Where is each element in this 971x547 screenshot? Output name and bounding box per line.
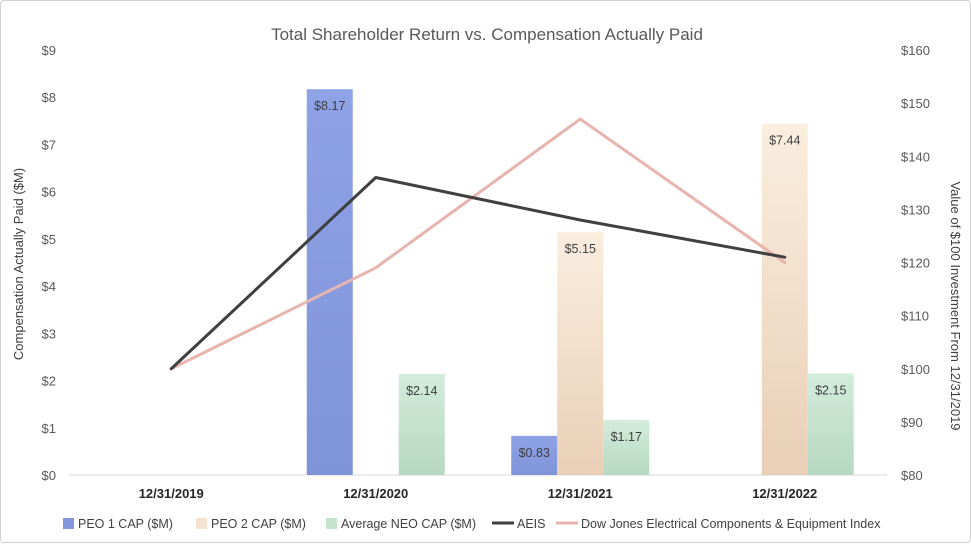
- line-series: [169, 117, 787, 371]
- y-tick-label: $9: [42, 43, 56, 58]
- y-tick-label: $5: [42, 232, 56, 247]
- bar-label-peo1: $0.83: [519, 446, 550, 460]
- bar-label-neo: $1.17: [611, 430, 642, 444]
- legend-label-dowjones: Dow Jones Electrical Components & Equipm…: [581, 517, 881, 531]
- category-labels: 12/31/2019 12/31/2020 12/31/2021 12/31/2022: [139, 486, 818, 501]
- chart-title: Total Shareholder Return vs. Compensatio…: [271, 25, 703, 44]
- legend-swatch-neo: [326, 518, 337, 529]
- y2-tick-label: $150: [901, 96, 930, 111]
- y2-tick-label: $100: [901, 362, 930, 377]
- y-tick-label: $2: [42, 374, 56, 389]
- y-tick-label: $3: [42, 326, 56, 341]
- bar-label-peo2: $5.15: [565, 242, 596, 256]
- legend-swatch-peo1: [63, 518, 74, 529]
- bar-peo1: [511, 435, 558, 475]
- legend-label-neo: Average NEO CAP ($M): [341, 517, 476, 531]
- bar-series: [306, 89, 854, 476]
- y-tick-label: $0: [42, 468, 56, 483]
- bar-label-peo1: $8.17: [314, 99, 345, 113]
- line-dowjones: [169, 117, 787, 371]
- y2-tick-label: $130: [901, 202, 930, 217]
- category-label: 12/31/2022: [752, 486, 817, 501]
- bar-neo: [398, 373, 445, 475]
- legend-label-peo2: PEO 2 CAP ($M): [211, 517, 306, 531]
- bar-neo: [807, 373, 854, 475]
- y-tick-label: $1: [42, 421, 56, 436]
- y2-tick-label: $110: [901, 309, 929, 324]
- bar-label-neo: $2.14: [406, 384, 437, 398]
- y2-tick-label: $140: [901, 149, 930, 164]
- category-label: 12/31/2021: [548, 486, 613, 501]
- legend-label-aeis: AEIS: [517, 517, 546, 531]
- y2-tick-label: $90: [901, 415, 923, 430]
- legend-label-peo1: PEO 1 CAP ($M): [78, 517, 173, 531]
- category-label: 12/31/2019: [139, 486, 204, 501]
- y-axis-title: Compensation Actually Paid ($M): [11, 168, 26, 360]
- legend-swatch-peo2: [196, 518, 207, 529]
- y2-tick-label: $120: [901, 256, 930, 271]
- bar-label-neo: $2.15: [815, 383, 846, 397]
- y-axis-ticks: $0 $1 $2 $3 $4 $5 $6 $7 $8 $9: [42, 43, 56, 483]
- y-tick-label: $7: [42, 137, 56, 152]
- bar-data-labels: $8.17 $0.83 $5.15 $7.44 $2.14 $1.17 $2.15: [314, 99, 846, 460]
- bar-label-peo2: $7.44: [769, 134, 800, 148]
- legend: PEO 1 CAP ($M) PEO 2 CAP ($M) Average NE…: [63, 517, 881, 531]
- bar-peo2: [761, 123, 808, 476]
- bar-peo2: [557, 231, 604, 475]
- y-tick-label: $4: [42, 279, 56, 294]
- line-aeis: [169, 176, 787, 371]
- y2-axis-ticks: $80 $90 $100 $110 $120 $130 $140 $150 $160: [901, 43, 930, 483]
- y2-tick-label: $160: [901, 43, 930, 58]
- y-tick-label: $8: [42, 90, 56, 105]
- y-tick-label: $6: [42, 185, 56, 200]
- bar-neo: [603, 419, 650, 475]
- y2-axis-title: Value of $100 Investment From 12/31/2019: [948, 181, 963, 430]
- category-label: 12/31/2020: [343, 486, 408, 501]
- y2-tick-label: $80: [901, 468, 923, 483]
